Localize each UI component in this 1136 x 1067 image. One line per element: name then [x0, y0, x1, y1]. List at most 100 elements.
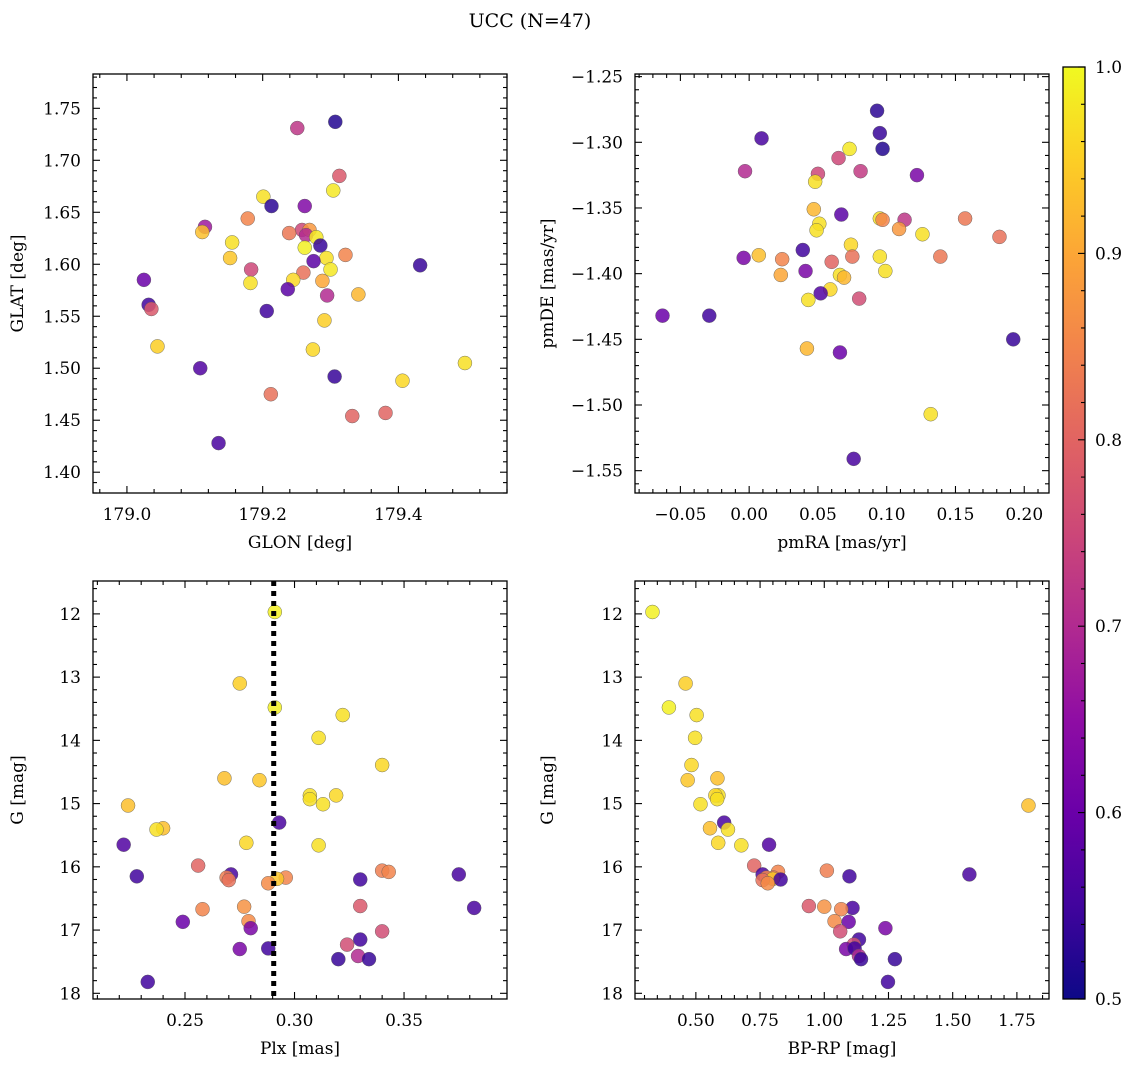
scatter-point: [211, 435, 226, 451]
scatter-point: [120, 798, 136, 813]
scatter-point: [302, 791, 318, 807]
colorbar-tick-label: 0.6: [1095, 804, 1122, 824]
y-tick-label: −1.45: [571, 330, 623, 350]
scatter-point: [338, 247, 353, 263]
axes-frame: [634, 73, 1050, 494]
y-tick-label: 14: [59, 731, 81, 751]
scatter-point: [891, 221, 907, 237]
scatter-point: [832, 345, 848, 360]
axes-frame: [92, 580, 508, 1000]
scatter-point: [760, 876, 775, 891]
figure-title: UCC (N=47): [469, 10, 592, 32]
colorbar-tick-label: 0.7: [1095, 617, 1122, 637]
scatter-point: [773, 267, 788, 283]
scatter-point: [243, 275, 258, 291]
scatter-point: [140, 974, 155, 990]
scatter-point: [833, 924, 848, 939]
scatter-point: [836, 270, 852, 285]
x-tick-label: 0.10: [868, 505, 906, 525]
scatter-point: [754, 131, 769, 146]
scatter-point: [263, 387, 279, 402]
scatter-point: [374, 924, 390, 939]
scatter-point: [297, 198, 312, 214]
scatter-point: [761, 837, 777, 852]
scatter-point: [290, 120, 305, 136]
scatter-point: [256, 189, 271, 204]
colorbar-tick-label: 0.5: [1095, 990, 1122, 1010]
colorbar-frame: [1062, 66, 1086, 1000]
x-tick-label: 179.2: [238, 505, 287, 525]
scatter-point: [451, 867, 467, 882]
scatter-point: [1006, 332, 1021, 347]
scatter-point: [992, 229, 1007, 245]
y-tick-label: 13: [59, 668, 81, 688]
y-tick-label: 12: [601, 605, 623, 625]
scatter-point: [702, 821, 718, 836]
scatter-point: [872, 125, 888, 141]
scatter-point: [116, 837, 131, 852]
scatter-point: [236, 899, 252, 914]
scatter-point: [136, 272, 152, 288]
x-tick-label: −0.05: [654, 505, 706, 525]
panel-proper-motion: −0.05 0.00 0.05 0.10 0.15 0.20 −1.55 −1.50 −1.45…: [538, 68, 1050, 553]
scatter-point: [680, 772, 695, 788]
scatter-point: [880, 974, 896, 990]
scatter-point: [412, 258, 428, 273]
scatter-point: [332, 168, 347, 184]
scatter-point: [353, 932, 368, 947]
scatter-point: [345, 408, 360, 424]
scatter-point: [323, 262, 338, 277]
scatter-point: [846, 451, 861, 467]
y-tick-label: 18: [59, 984, 81, 1004]
scatter-point: [693, 797, 708, 812]
scatter-point: [311, 730, 326, 746]
scatter-point: [264, 198, 279, 214]
panel-glon-glat: 179.0 179.2 179.4 1.40 1.45 1.50 1.55 1.60 1.65 1…: [8, 73, 508, 553]
scatter-point: [297, 240, 312, 255]
scatter-point: [457, 355, 473, 371]
scatter-point: [869, 103, 885, 118]
scatter-point: [319, 288, 335, 303]
y-tick-label: −1.55: [571, 462, 623, 482]
scatter-point: [878, 263, 893, 279]
scatter-point: [353, 872, 368, 887]
scatter-point: [851, 291, 867, 306]
scatter-point: [799, 341, 815, 356]
y-tick-label: −1.30: [571, 133, 623, 153]
x-tick-label: 0.20: [1005, 505, 1043, 525]
y-tick-label: 1.40: [43, 463, 81, 483]
colorbar: 0.5 0.6 0.7 0.8 0.9 1.0: [1062, 58, 1122, 1010]
scatter-point: [915, 227, 930, 242]
scatter-point: [144, 301, 159, 317]
y-tick-label: 1.55: [43, 307, 81, 327]
scatter-point: [311, 838, 326, 853]
scatter-point: [645, 604, 660, 620]
scatter-point: [149, 822, 164, 837]
scatter-point: [331, 951, 346, 967]
scatter-point: [842, 869, 857, 884]
scatter-point: [702, 308, 717, 323]
scatter-point: [395, 373, 410, 388]
x-tick-label: 0.30: [276, 1011, 314, 1031]
scatter-point: [710, 771, 725, 786]
x-tick-label: 0.50: [677, 1011, 715, 1031]
scatter-point: [240, 211, 255, 226]
y-tick-label: 1.70: [43, 151, 81, 171]
scatter-point: [190, 858, 206, 873]
scatter-point: [842, 141, 857, 157]
scatter-point: [845, 249, 860, 264]
scatter-point: [222, 250, 238, 266]
y-tick-label: −1.35: [571, 199, 623, 219]
x-tick-label: 179.4: [374, 505, 423, 525]
scatter-point: [795, 242, 811, 258]
scatter-point: [239, 835, 254, 851]
scatter-point: [1021, 798, 1036, 813]
scatter-point: [746, 858, 762, 873]
y-tick-label: 1.75: [43, 99, 81, 119]
scatter-point: [374, 757, 390, 773]
x-tick-label: 0.25: [166, 1011, 204, 1031]
scatter-point: [798, 263, 813, 279]
scatter-point: [327, 369, 342, 384]
scatter-point: [195, 902, 210, 917]
